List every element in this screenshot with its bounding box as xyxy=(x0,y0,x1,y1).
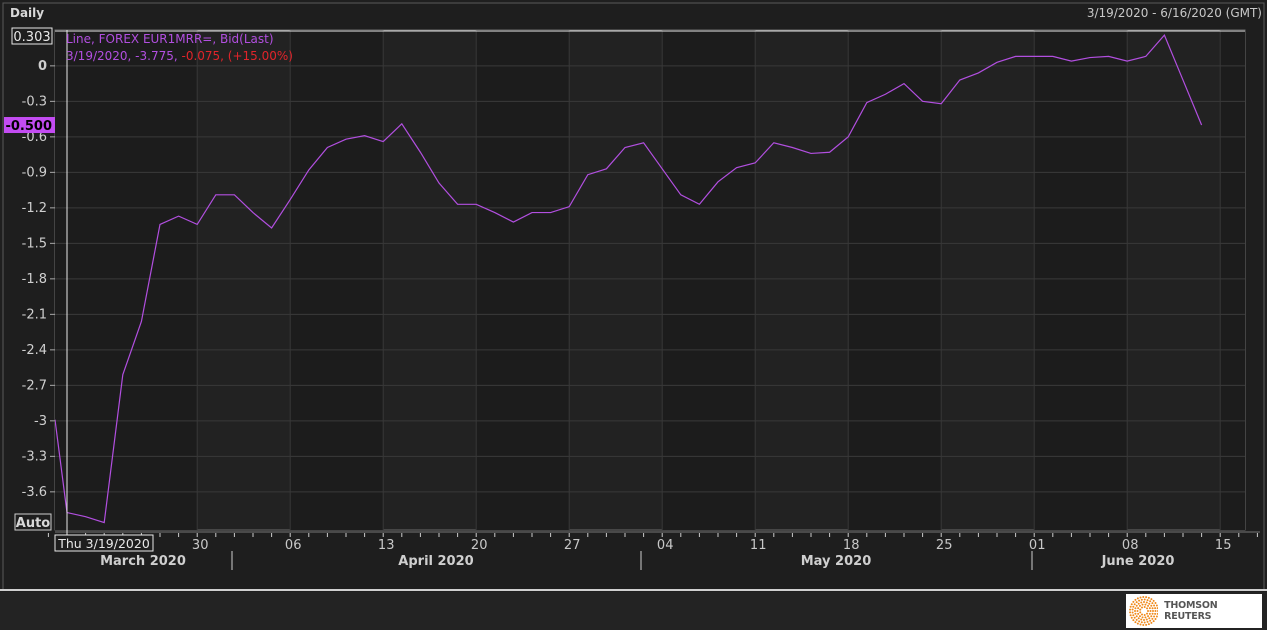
y-tick-label: -3 xyxy=(34,414,47,429)
thomson-reuters-logo: THOMSON REUTERS xyxy=(1126,594,1262,628)
x-tick-label: 13 xyxy=(378,538,395,553)
x-tick-label: 27 xyxy=(564,538,581,553)
legend-series-line[interactable]: Line, FOREX EUR1MRR=, Bid(Last) xyxy=(66,32,274,46)
y-max-box xyxy=(11,27,53,45)
auto-scale-button[interactable] xyxy=(14,513,52,531)
period-label[interactable]: Daily xyxy=(10,6,45,20)
week-band xyxy=(662,30,756,530)
x-tick-label: 06 xyxy=(285,538,302,553)
date-range-label: 3/19/2020 - 6/16/2020 (GMT) xyxy=(1086,6,1262,20)
x-tick-label: 30 xyxy=(192,538,209,553)
x-tick-label: 11 xyxy=(750,538,767,553)
legend-cursor-values: 3/19/2020, -3.775, xyxy=(66,49,182,63)
legend-cursor-line: 3/19/2020, -3.775, -0.075, (+15.00%) xyxy=(66,48,293,65)
current-value-label: -0.500 xyxy=(5,119,52,134)
week-band xyxy=(476,30,570,530)
y-tick-label: -1.2 xyxy=(22,201,47,216)
week-band xyxy=(1220,30,1245,530)
legend-cursor-change: -0.075, (+15.00%) xyxy=(181,49,293,63)
x-tick-label: 04 xyxy=(657,538,674,553)
logo-text: THOMSON REUTERS xyxy=(1164,600,1218,622)
y-max-label: 0.303 xyxy=(13,30,50,45)
y-tick-label: -3.3 xyxy=(22,449,47,464)
x-tick-label: 15 xyxy=(1215,538,1232,553)
x-tick-label: 01 xyxy=(1029,538,1046,553)
x-tick-label: 25 xyxy=(936,538,953,553)
current-value-badge xyxy=(4,117,55,134)
y-tick-label: -0.9 xyxy=(22,165,47,180)
month-label: May 2020 xyxy=(801,554,872,569)
reuters-sunburst-icon xyxy=(1129,596,1159,626)
cursor-date-box xyxy=(54,534,154,552)
week-band xyxy=(848,30,942,530)
y-tick-label: -0.3 xyxy=(22,94,47,109)
month-label: April 2020 xyxy=(398,554,473,569)
cursor-date-label: Thu 3/19/2020 xyxy=(57,536,150,551)
y-tick-label: -2.1 xyxy=(22,307,47,322)
month-label: March 2020 xyxy=(100,554,186,569)
y-tick-label: -2.7 xyxy=(22,378,47,393)
y-tick-label: -3.6 xyxy=(22,485,47,500)
auto-scale-label: Auto xyxy=(16,516,51,531)
week-band xyxy=(55,30,198,530)
y-tick-label: -1.8 xyxy=(22,272,47,287)
y-tick-label: -1.5 xyxy=(22,236,47,251)
x-tick-label: 18 xyxy=(843,538,860,553)
y-tick-label: -2.4 xyxy=(22,343,47,358)
week-band xyxy=(290,30,384,530)
y-tick-label: -0.6 xyxy=(22,130,47,145)
footer-bar xyxy=(0,592,1267,630)
week-band xyxy=(1034,30,1128,530)
month-label: June 2020 xyxy=(1101,554,1175,569)
x-tick-label: 08 xyxy=(1122,538,1139,553)
x-tick-label: 20 xyxy=(471,538,488,553)
chart-legend: Line, FOREX EUR1MRR=, Bid(Last) 3/19/202… xyxy=(66,31,293,65)
y-tick-label: 0 xyxy=(38,59,47,74)
